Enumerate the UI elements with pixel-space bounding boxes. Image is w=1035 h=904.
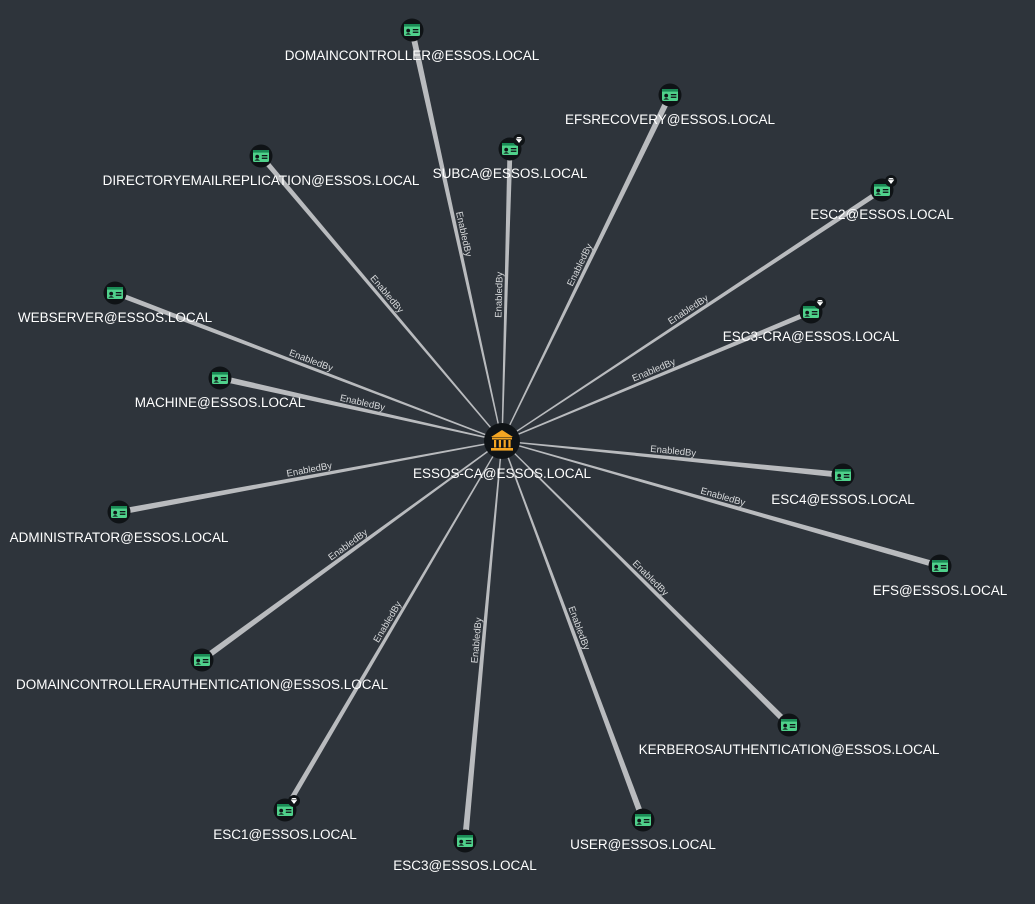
certificate-template-icon [874, 184, 890, 196]
node-subca[interactable]: SUBCA@ESSOS.LOCAL [433, 134, 588, 181]
node-domaincontroller[interactable]: DOMAINCONTROLLER@ESSOS.LOCAL [285, 18, 540, 64]
edge-domaincontrollerauthentication[interactable] [200, 440, 503, 663]
edge-label-esc4: EnabledBy [650, 444, 697, 460]
certificate-template-icon [111, 506, 127, 518]
node-administrator[interactable]: ADMINISTRATOR@ESSOS.LOCAL [10, 500, 229, 546]
edge-label-kerberosauthentication: EnabledBy [630, 558, 671, 598]
edge-efs[interactable] [501, 440, 941, 569]
certificate-template-icon [932, 560, 948, 572]
certificate-template-icon [835, 469, 851, 481]
node-label: ESSOS-CA@ESSOS.LOCAL [413, 466, 592, 481]
node-esc3-cra[interactable]: ESC3-CRA@ESSOS.LOCAL [723, 297, 900, 344]
node-esc3[interactable]: ESC3@ESSOS.LOCAL [393, 829, 537, 874]
node-esc1[interactable]: ESC1@ESSOS.LOCAL [213, 795, 357, 842]
node-label: MACHINE@ESSOS.LOCAL [135, 395, 306, 410]
edge-label-directoryemailreplication: EnabledBy [367, 273, 405, 315]
node-efsrecovery[interactable]: EFSRECOVERY@ESSOS.LOCAL [565, 83, 776, 128]
edge-user[interactable] [501, 440, 646, 821]
node-label: DOMAINCONTROLLERAUTHENTICATION@ESSOS.LOC… [16, 677, 389, 692]
node-machine[interactable]: MACHINE@ESSOS.LOCAL [135, 366, 306, 411]
edge-label-domaincontrollerauthentication: EnabledBy [326, 527, 370, 563]
certificate-template-icon [781, 719, 797, 731]
edge-label-subca: EnabledBy [493, 271, 505, 317]
edge-administrator[interactable] [118, 440, 503, 515]
node-label: ESC4@ESSOS.LOCAL [771, 492, 915, 507]
edge-webserver[interactable] [114, 290, 503, 442]
certificate-template-icon [212, 372, 228, 384]
node-label: ESC1@ESSOS.LOCAL [213, 827, 357, 842]
edge-domaincontroller[interactable] [409, 29, 503, 442]
node-directoryemailreplication[interactable]: DIRECTORYEMAILREPLICATION@ESSOS.LOCAL [103, 144, 420, 189]
node-label: USER@ESSOS.LOCAL [570, 837, 716, 852]
node-webserver[interactable]: WEBSERVER@ESSOS.LOCAL [18, 281, 213, 326]
edge-directoryemailreplication[interactable] [259, 154, 503, 442]
diamond-badge-icon [513, 134, 525, 146]
node-esc4[interactable]: ESC4@ESSOS.LOCAL [771, 463, 915, 508]
certificate-template-icon [662, 89, 678, 101]
edge-label-esc2: EnabledBy [666, 293, 711, 328]
edge-efsrecovery[interactable] [501, 93, 673, 442]
certificate-template-icon [502, 143, 518, 155]
node-kerberosauthentication[interactable]: KERBEROSAUTHENTICATION@ESSOS.LOCAL [639, 713, 940, 758]
node-label: DIRECTORYEMAILREPLICATION@ESSOS.LOCAL [103, 173, 420, 188]
edge-esc2[interactable] [501, 187, 884, 442]
node-essos-ca[interactable]: ESSOS-CA@ESSOS.LOCAL [413, 423, 592, 481]
edges-layer [114, 29, 941, 842]
certificate-template-icon [194, 654, 210, 666]
edge-esc1[interactable] [282, 440, 503, 812]
edge-label-esc3: EnabledBy [469, 617, 484, 664]
node-label: ADMINISTRATOR@ESSOS.LOCAL [10, 530, 229, 545]
edge-esc3[interactable] [462, 440, 503, 842]
certificate-template-icon [803, 306, 819, 318]
certificate-template-icon [404, 24, 420, 36]
edge-machine[interactable] [219, 375, 503, 442]
node-esc2[interactable]: ESC2@ESSOS.LOCAL [810, 175, 954, 222]
node-label: EFSRECOVERY@ESSOS.LOCAL [565, 112, 776, 127]
edge-esc4[interactable] [501, 440, 844, 478]
node-label: ESC3@ESSOS.LOCAL [393, 858, 537, 873]
diamond-badge-icon [814, 297, 826, 309]
node-label: KERBEROSAUTHENTICATION@ESSOS.LOCAL [639, 742, 940, 757]
node-label: EFS@ESSOS.LOCAL [873, 583, 1008, 598]
node-label: ESC3-CRA@ESSOS.LOCAL [723, 329, 900, 344]
edge-esc3-cra[interactable] [501, 309, 812, 442]
certificate-template-icon [253, 150, 269, 162]
node-efs[interactable]: EFS@ESSOS.LOCAL [873, 554, 1008, 599]
node-label: SUBCA@ESSOS.LOCAL [433, 166, 588, 181]
nodes-layer: DOMAINCONTROLLER@ESSOS.LOCAL EFSRECOVERY@… [10, 18, 1008, 874]
node-label: WEBSERVER@ESSOS.LOCAL [18, 310, 213, 325]
node-circle[interactable] [484, 423, 520, 459]
node-domaincontrollerauthentication[interactable]: DOMAINCONTROLLERAUTHENTICATION@ESSOS.LOC… [16, 648, 389, 693]
certificate-template-icon [107, 287, 123, 299]
certificate-template-icon [277, 804, 293, 816]
certificate-template-icon [635, 814, 651, 826]
edge-kerberosauthentication[interactable] [501, 440, 792, 728]
node-user[interactable]: USER@ESSOS.LOCAL [570, 808, 716, 853]
node-label: ESC2@ESSOS.LOCAL [810, 207, 954, 222]
diamond-badge-icon [288, 795, 300, 807]
certificate-template-icon [457, 835, 473, 847]
edge-subca[interactable] [501, 148, 513, 441]
bank-icon [491, 430, 513, 451]
diamond-badge-icon [885, 175, 897, 187]
node-label: DOMAINCONTROLLER@ESSOS.LOCAL [285, 48, 540, 63]
